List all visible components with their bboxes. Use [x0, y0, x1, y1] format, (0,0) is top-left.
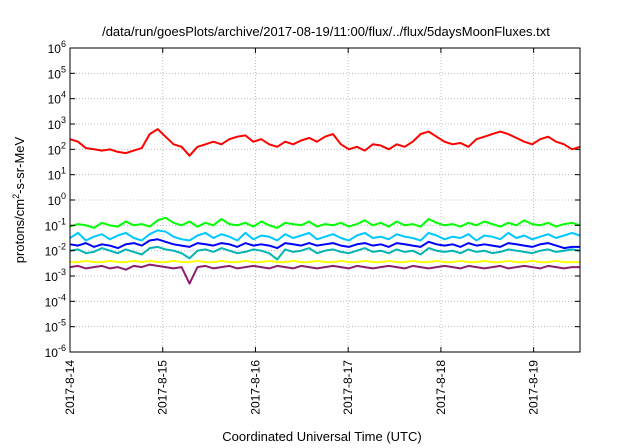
- series-line-6: [70, 259, 580, 264]
- x-tick-label: 2017-8-19: [527, 360, 541, 415]
- series-group: [69, 128, 581, 285]
- y-tick-base: 10: [45, 245, 59, 259]
- y-tick-exponent: 3: [61, 115, 66, 125]
- chart-title: /data/run/goesPlots/archive/2017-08-19/1…: [102, 24, 550, 39]
- y-tick-label: 101: [48, 166, 66, 183]
- x-tick-label: 2017-8-17: [341, 360, 355, 415]
- y-tick-base: 10: [48, 118, 62, 132]
- y-tick-label: 103: [48, 115, 66, 132]
- series-line-1: [69, 128, 581, 157]
- y-tick-base: 10: [45, 270, 59, 284]
- y-tick-exponent: 2: [61, 140, 66, 150]
- y-tick-label: 100: [48, 191, 66, 208]
- y-tick-exponent: 6: [61, 39, 66, 49]
- y-axis-label-base: protons/cm: [12, 199, 27, 263]
- grid: [70, 48, 580, 352]
- y-axis: 10610510410310210110010-110-210-310-410-…: [45, 39, 580, 360]
- y-tick-label: 106: [48, 39, 66, 56]
- series-line-7: [69, 263, 580, 285]
- y-tick-exponent: 5: [61, 64, 66, 74]
- series-line-5: [69, 238, 580, 250]
- series-line-4: [69, 245, 581, 261]
- x-axis-label: Coordinated Universal Time (UTC): [222, 429, 421, 444]
- y-tick-base: 10: [45, 346, 59, 360]
- x-tick-label: 2017-8-18: [434, 360, 448, 415]
- y-tick-base: 10: [48, 42, 62, 56]
- y-tick-base: 10: [45, 219, 59, 233]
- y-axis-label-rest: -s-sr-MeV: [12, 136, 27, 193]
- y-tick-exponent: 0: [61, 191, 66, 201]
- series-line-2: [69, 216, 581, 229]
- y-tick-base: 10: [45, 321, 59, 335]
- y-tick-label: 10-3: [45, 267, 66, 284]
- y-tick-label: 10-1: [45, 216, 66, 233]
- y-axis-label-superscript: 2: [11, 194, 21, 199]
- y-tick-label: 10-2: [45, 242, 66, 259]
- y-tick-base: 10: [48, 194, 62, 208]
- y-tick-base: 10: [45, 295, 59, 309]
- y-tick-label: 105: [48, 64, 66, 81]
- y-tick-exponent: -6: [58, 343, 66, 353]
- y-tick-exponent: -3: [58, 267, 66, 277]
- y-tick-label: 10-4: [45, 292, 66, 309]
- y-tick-base: 10: [48, 169, 62, 183]
- x-tick-label: 2017-8-14: [63, 360, 77, 415]
- x-tick-label: 2017-8-15: [156, 360, 170, 415]
- y-tick-label: 102: [48, 140, 66, 157]
- y-tick-exponent: 4: [61, 90, 66, 100]
- y-axis-label: protons/cm2-s-sr-MeV: [11, 136, 27, 263]
- y-tick-base: 10: [48, 67, 62, 81]
- y-tick-exponent: -5: [58, 318, 66, 328]
- y-tick-label: 10-6: [45, 343, 66, 360]
- y-tick-base: 10: [48, 143, 62, 157]
- x-axis: 2017-8-14 2017-8-15 2017-8-16 2017-8-17 2017…: [63, 48, 541, 415]
- y-tick-exponent: -4: [58, 292, 66, 302]
- y-tick-label: 104: [48, 90, 66, 107]
- series-line-3: [69, 229, 581, 242]
- y-tick-exponent: -1: [58, 216, 66, 226]
- y-tick-exponent: -2: [58, 242, 66, 252]
- y-tick-label: 10-5: [45, 318, 66, 335]
- x-tick-label: 2017-8-16: [248, 360, 262, 415]
- y-tick-exponent: 1: [61, 166, 66, 176]
- y-tick-base: 10: [48, 93, 62, 107]
